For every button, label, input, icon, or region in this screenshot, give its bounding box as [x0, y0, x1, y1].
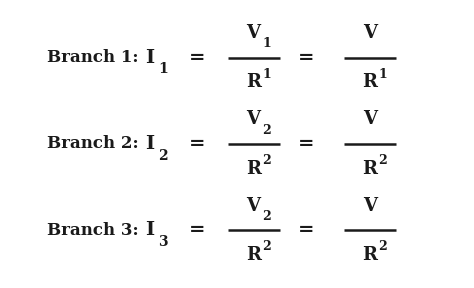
Text: Branch 2:: Branch 2: — [47, 135, 139, 153]
Text: V: V — [246, 110, 261, 128]
Text: R: R — [362, 160, 377, 178]
Text: 1: 1 — [262, 37, 271, 50]
Text: =: = — [189, 49, 205, 67]
Text: V: V — [246, 197, 261, 215]
Text: I: I — [145, 49, 154, 67]
Text: 2: 2 — [262, 154, 271, 167]
Text: I: I — [145, 135, 154, 153]
Text: V: V — [363, 24, 377, 42]
Text: 2: 2 — [262, 210, 271, 223]
Text: I: I — [145, 221, 154, 239]
Text: R: R — [246, 246, 261, 264]
Text: Branch 3:: Branch 3: — [47, 222, 139, 239]
Text: =: = — [298, 135, 314, 153]
Text: R: R — [246, 160, 261, 178]
Text: 1: 1 — [378, 68, 387, 81]
Text: V: V — [363, 110, 377, 128]
Text: V: V — [363, 197, 377, 215]
Text: 2: 2 — [378, 240, 387, 253]
Text: 2: 2 — [378, 154, 387, 167]
Text: 1: 1 — [158, 62, 168, 76]
Text: =: = — [189, 135, 205, 153]
Text: R: R — [362, 246, 377, 264]
Text: V: V — [246, 24, 261, 42]
Text: 2: 2 — [262, 124, 271, 137]
Text: =: = — [298, 49, 314, 67]
Text: R: R — [362, 73, 377, 92]
Text: Branch 1:: Branch 1: — [47, 49, 139, 66]
Text: =: = — [298, 221, 314, 239]
Text: R: R — [246, 73, 261, 92]
Text: 2: 2 — [158, 149, 167, 162]
Text: =: = — [189, 221, 205, 239]
Text: 3: 3 — [158, 235, 167, 249]
Text: 1: 1 — [262, 68, 271, 81]
Text: 2: 2 — [262, 240, 271, 253]
